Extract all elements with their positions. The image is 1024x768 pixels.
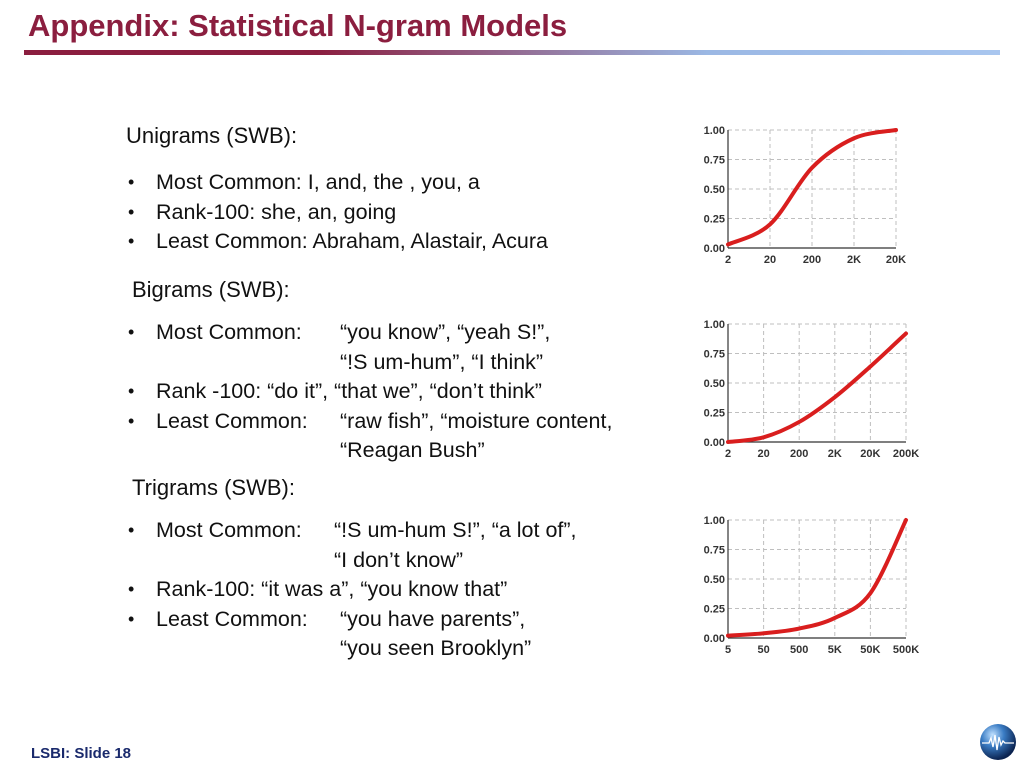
- x-tick-label: 20K: [886, 254, 906, 266]
- x-tick-label: 500: [790, 644, 808, 656]
- y-tick-label: 0.00: [704, 243, 725, 255]
- y-tick-label: 0.50: [704, 184, 725, 196]
- y-tick-label: 1.00: [704, 515, 725, 527]
- item-label: Most Common:: [156, 320, 302, 344]
- x-tick-label: 200: [790, 448, 808, 460]
- series-line: [726, 331, 908, 444]
- y-tick-label: 1.00: [704, 125, 725, 137]
- x-tick-label: 200K: [893, 448, 919, 460]
- list-item: Least Common: “raw fish”, “moisture conte…: [126, 407, 612, 466]
- y-tick-label: 0.50: [704, 378, 725, 390]
- trigram-coverage-chart: 0.00 0.25 0.50 0.75 1.00 5 50 500 5K 50K 500K: [704, 515, 920, 656]
- series-line: [726, 518, 908, 638]
- bigram-coverage-chart: 0.00 0.25 0.50 0.75 1.00 2 20 200 2K 20K 200K: [704, 319, 920, 460]
- item-label: Least Common:: [156, 229, 308, 253]
- y-tick-label: 0.25: [704, 604, 725, 616]
- x-tick-label: 200: [803, 254, 821, 266]
- list-item: Rank-100: she, an, going: [126, 198, 548, 228]
- y-tick-label: 0.75: [704, 545, 725, 557]
- x-tick-label: 2: [725, 254, 731, 266]
- item-continuation: “you seen Brooklyn”: [340, 636, 532, 660]
- y-tick-label: 1.00: [704, 319, 725, 331]
- item-text: I, and, the , you, a: [301, 170, 480, 194]
- globe-logo-icon: [980, 724, 1016, 760]
- bigrams-list: Most Common: “you know”, “yeah S!”, “!S um…: [126, 318, 612, 466]
- x-tick-label: 50K: [860, 644, 880, 656]
- list-item: Least Common: Abraham, Alastair, Acura: [126, 227, 548, 257]
- item-continuation: “!S um-hum”, “I think”: [340, 349, 544, 374]
- item-label: Most Common:: [156, 518, 302, 542]
- list-item: Least Common: “you have parents”, “you see…: [126, 605, 577, 664]
- item-continuation: “I don’t know”: [334, 547, 464, 572]
- trigrams-heading: Trigrams (SWB):: [132, 475, 295, 500]
- item-text: “raw fish”, “moisture content,: [340, 408, 613, 433]
- item-text: “it was a”, “you know that”: [255, 577, 508, 601]
- unigrams-list: Most Common: I, and, the , you, a Rank-1…: [126, 168, 548, 257]
- item-label: Rank-100:: [156, 199, 256, 224]
- list-item: Most Common: “!S um-hum S!”, “a lot of”, “…: [126, 516, 577, 575]
- item-text: she, an, going: [255, 199, 397, 224]
- item-label: Least Common:: [156, 606, 308, 631]
- item-label: Least Common:: [156, 408, 308, 433]
- bigrams-heading: Bigrams (SWB):: [132, 277, 290, 302]
- unigrams-heading: Unigrams (SWB):: [126, 123, 298, 148]
- list-item: Rank-100: “it was a”, “you know that”: [126, 575, 577, 605]
- x-tick-label: 20K: [860, 448, 880, 460]
- y-tick-label: 0.00: [704, 437, 725, 449]
- slide-footer: LSBI: Slide 18: [31, 745, 132, 762]
- title-underline: [24, 50, 1000, 55]
- x-tick-label: 500K: [893, 644, 919, 656]
- y-tick-label: 0.25: [704, 408, 725, 420]
- y-tick-label: 0.75: [704, 349, 725, 361]
- unigram-coverage-chart: 0.00 0.25 0.50 0.75 1.00 2 20 200 2K 20K: [704, 125, 907, 266]
- x-tick-label: 5K: [828, 644, 842, 656]
- item-text: Abraham, Alastair, Acura: [307, 229, 548, 253]
- x-tick-label: 2: [725, 448, 731, 460]
- x-tick-label: 5: [725, 644, 731, 656]
- item-text: “you have parents”,: [340, 606, 526, 631]
- x-tick-label: 2K: [847, 254, 861, 266]
- item-label: Most Common:: [156, 170, 302, 194]
- x-tick-label: 20: [757, 448, 769, 460]
- y-tick-label: 0.25: [704, 214, 725, 226]
- trigrams-list: Most Common: “!S um-hum S!”, “a lot of”, “…: [126, 516, 577, 664]
- list-item: Rank -100: “do it”, “that we”, “don’t th…: [126, 377, 612, 407]
- page-title: Appendix: Statistical N-gram Models: [28, 8, 568, 43]
- list-item: Most Common: “you know”, “yeah S!”, “!S um…: [126, 318, 612, 377]
- y-tick-label: 0.75: [704, 155, 725, 167]
- y-tick-label: 0.50: [704, 574, 725, 586]
- series-line: [726, 128, 898, 247]
- item-text: “you know”, “yeah S!”,: [340, 320, 551, 344]
- list-item: Most Common: I, and, the , you, a: [126, 168, 548, 198]
- y-tick-label: 0.00: [704, 633, 725, 645]
- x-tick-label: 2K: [828, 448, 842, 460]
- item-continuation: “Reagan Bush”: [340, 438, 485, 462]
- item-label: Rank-100:: [156, 577, 256, 601]
- x-tick-label: 20: [764, 254, 776, 266]
- item-text: “do it”, “that we”, “don’t think”: [261, 379, 542, 403]
- item-label: Rank -100:: [156, 379, 262, 403]
- x-tick-label: 50: [757, 644, 769, 656]
- item-text: “!S um-hum S!”, “a lot of”,: [334, 518, 577, 542]
